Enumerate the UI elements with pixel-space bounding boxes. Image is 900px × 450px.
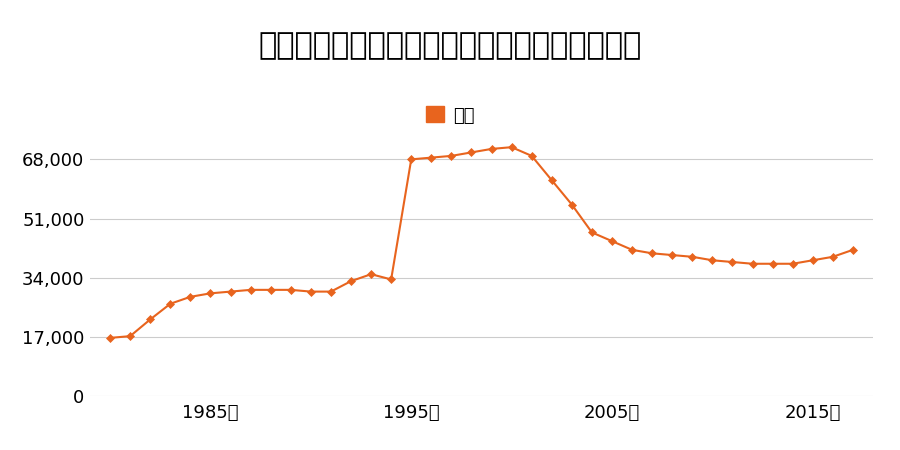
Text: 宮城県黒川郡富谷町富谷字町９８番の地価推移: 宮城県黒川郡富谷町富谷字町９８番の地価推移 [258, 32, 642, 60]
Legend: 価格: 価格 [418, 99, 482, 132]
